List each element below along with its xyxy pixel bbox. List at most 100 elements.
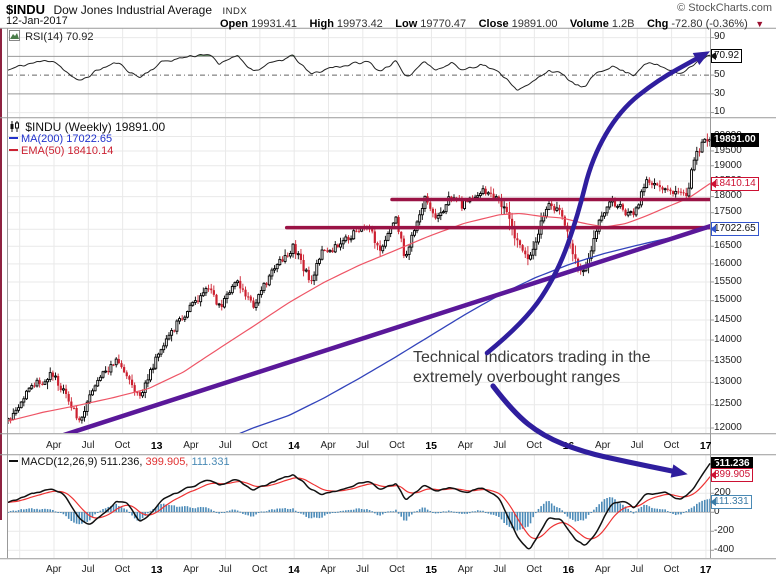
y-axis-label: 50 bbox=[714, 68, 726, 80]
ema50-value-box: 18410.14 bbox=[710, 177, 759, 191]
x-axis-label: 17 bbox=[699, 564, 712, 576]
y-axis-label: 12000 bbox=[714, 421, 742, 433]
ema50-label: EMA(50) 18410.14 bbox=[21, 145, 114, 157]
ema50-line-swatch bbox=[9, 149, 18, 151]
x-axis-label: Oct bbox=[526, 564, 542, 575]
close-label: Close bbox=[478, 18, 509, 30]
chart-date: 12-Jan-2017 bbox=[6, 15, 68, 27]
x-axis-label: 14 bbox=[288, 564, 300, 576]
y-axis-label: -400 bbox=[714, 544, 735, 556]
x-axis-label: Jul bbox=[218, 440, 232, 451]
y-axis-label: 15500 bbox=[714, 275, 742, 287]
rsi-legend: RSI(14) 70.92 bbox=[9, 30, 94, 44]
annotation-line1: Technical Indicators trading in the bbox=[413, 349, 651, 366]
x-axis-label: Apr bbox=[320, 564, 337, 575]
x-axis-label: Apr bbox=[45, 564, 62, 575]
price-value-box: 19891.00 bbox=[710, 133, 759, 147]
x-axis-label: Oct bbox=[389, 440, 405, 451]
x-axis-label: Jul bbox=[356, 440, 369, 451]
macd-hist-box: 111.331 bbox=[710, 495, 752, 509]
y-axis-label: 12500 bbox=[714, 398, 742, 410]
x-axis-label: Oct bbox=[663, 440, 680, 451]
open-label: Open bbox=[220, 18, 249, 30]
y-axis-label: 10 bbox=[714, 106, 726, 118]
price-label: $INDU (Weekly) 19891.00 bbox=[25, 120, 166, 134]
rsi-area-icon bbox=[9, 30, 20, 44]
ticker-name: Dow Jones Industrial Average bbox=[53, 3, 213, 17]
x-axis-label: Jul bbox=[493, 564, 507, 575]
x-axis-label: 13 bbox=[150, 564, 163, 576]
macd-legend: MACD(12,26,9) 511.236, 399.905, 111.331 bbox=[9, 456, 230, 468]
high-value: 19973.42 bbox=[336, 18, 383, 30]
x-axis-label: Jul bbox=[218, 564, 232, 575]
x-axis-label: Apr bbox=[45, 440, 62, 451]
x-axis-label: Oct bbox=[663, 564, 680, 575]
macd-line-swatch bbox=[9, 460, 18, 462]
y-axis-label: 14000 bbox=[714, 333, 742, 345]
chg-value: -72.80 (-0.36%) bbox=[671, 18, 748, 30]
y-axis-label: 19000 bbox=[714, 159, 742, 171]
ma200-line-swatch bbox=[9, 137, 18, 139]
x-axis-label: 15 bbox=[425, 440, 438, 452]
x-axis-label: 14 bbox=[288, 440, 300, 452]
y-axis-label: 13000 bbox=[714, 376, 742, 388]
x-axis-label: Jul bbox=[81, 564, 95, 575]
y-axis-label: 30 bbox=[714, 87, 726, 99]
macd-hist-value: 111.331 bbox=[191, 456, 230, 468]
x-axis-label: 17 bbox=[699, 440, 712, 452]
annotation-text: Technical Indicators trading in the extr… bbox=[413, 348, 650, 388]
x-axis-label: Oct bbox=[526, 440, 542, 451]
macd-signal-box: 399.905 bbox=[709, 468, 754, 482]
macd-label: MACD(12,26,9) 511.236, bbox=[21, 456, 143, 468]
y-axis-label: 13500 bbox=[714, 354, 742, 366]
y-axis-label: 16000 bbox=[714, 257, 742, 269]
x-axis-label: Oct bbox=[251, 564, 268, 575]
x-axis-label: Apr bbox=[183, 440, 199, 451]
x-axis-label: Oct bbox=[114, 564, 131, 575]
high-label: High bbox=[309, 18, 334, 30]
rsi-value-box: 70.92 bbox=[709, 49, 743, 63]
open-value: 19931.41 bbox=[251, 18, 298, 30]
x-axis-label: Oct bbox=[251, 440, 268, 451]
x-axis-label: Apr bbox=[457, 440, 474, 451]
x-axis-label: Apr bbox=[183, 564, 199, 575]
macd-signal-value: 399.905, bbox=[145, 456, 189, 468]
volume-value: 1.2B bbox=[611, 18, 635, 30]
x-axis-label: Apr bbox=[320, 440, 337, 451]
low-value: 19770.47 bbox=[420, 18, 467, 30]
quote-row: Open 19931.41 High 19973.42 Low 19770.47 Cl… bbox=[212, 14, 764, 32]
chg-down-arrow-icon: ▼ bbox=[755, 19, 765, 29]
volume-label: Volume bbox=[569, 18, 609, 30]
ma200-legend: MA(200) 17022.65 bbox=[9, 133, 112, 145]
ma200-value-box: 17022.65 bbox=[710, 222, 759, 236]
x-axis-label: Apr bbox=[594, 564, 611, 575]
ma200-label: MA(200) 17022.65 bbox=[21, 133, 113, 145]
x-axis-label: Oct bbox=[114, 440, 131, 451]
x-axis-label: Jul bbox=[356, 564, 369, 575]
x-axis-label: 16 bbox=[562, 564, 575, 576]
x-axis-label: Jul bbox=[493, 440, 507, 451]
annotation-line2: extremely overbought ranges bbox=[413, 369, 621, 386]
x-axis-label: Jul bbox=[630, 440, 644, 451]
y-axis-label: 15000 bbox=[714, 294, 742, 306]
x-axis-label: 16 bbox=[562, 440, 575, 452]
x-axis-label: Jul bbox=[81, 440, 95, 451]
y-axis-label: 14500 bbox=[714, 313, 742, 325]
low-label: Low bbox=[395, 18, 418, 30]
x-axis-label: Apr bbox=[594, 440, 611, 451]
x-axis-label: Jul bbox=[630, 564, 644, 575]
rsi-label: RSI(14) 70.92 bbox=[25, 31, 94, 43]
x-axis-label: 13 bbox=[150, 440, 163, 452]
copyright: © StockCharts.com bbox=[677, 2, 772, 14]
chg-label: Chg bbox=[646, 18, 669, 30]
y-axis-label: 17500 bbox=[714, 206, 742, 218]
ema50-legend: EMA(50) 18410.14 bbox=[9, 145, 113, 157]
y-axis-label: 16500 bbox=[714, 240, 742, 252]
y-axis-label: 90 bbox=[714, 31, 726, 43]
x-axis-label: 15 bbox=[425, 564, 438, 576]
y-axis-label: -200 bbox=[714, 525, 735, 536]
x-axis-label: Apr bbox=[457, 564, 474, 575]
x-axis-label: Oct bbox=[389, 564, 405, 575]
